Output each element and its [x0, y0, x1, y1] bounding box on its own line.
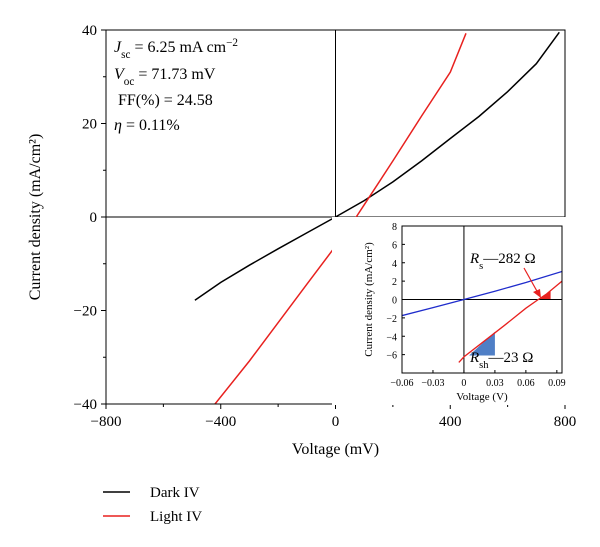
inset-y-tick-label: −2 — [386, 314, 397, 325]
inset-chart: −0.06 −0.03 0 0.03 0.06 0.09 −6 −4 −2 0 2 4 6 8 Voltag… — [332, 217, 568, 405]
legend-label: Dark IV — [150, 485, 200, 501]
x-tick-label: −400 — [205, 414, 236, 430]
inset-y-tick-label: −6 — [386, 351, 397, 362]
y-axis-label: Current density (mA/cm²) — [27, 134, 44, 301]
parameter-annotation: η = 0.11% — [114, 117, 180, 134]
inset-y-tick-label: 6 — [392, 240, 397, 251]
shunt-resistance-label: Rsh—23 Ω — [469, 350, 533, 371]
y-tick-label: −40 — [74, 397, 97, 413]
parameter-annotation: Voc = 71.73 mV — [114, 66, 216, 88]
inset-x-tick-label: 0 — [461, 378, 466, 389]
parameter-annotation: Jsc = 6.25 mA cm−2 — [114, 37, 238, 61]
parameter-annotation: FF(%) = 24.58 — [118, 92, 213, 109]
y-tick-label: 40 — [82, 23, 97, 39]
series-line-dark-iv — [194, 31, 560, 301]
legend-label: Light IV — [150, 509, 202, 525]
inset-background — [332, 217, 568, 405]
inset-series-line-0 — [402, 270, 562, 317]
y-tick-label: −20 — [74, 304, 97, 320]
y-tick-label: 20 — [82, 117, 97, 133]
inset-y-tick-label: 2 — [392, 277, 397, 288]
inset-y-tick-label: −4 — [386, 332, 397, 343]
rs-arrow-head — [533, 289, 541, 298]
rs-arrow-line — [523, 267, 539, 294]
x-tick-label: 400 — [439, 414, 462, 430]
series-resistance-triangle — [538, 291, 551, 299]
main-annotations: Jsc = 6.25 mA cm−2 Voc = 71.73 mV FF(%) = … — [114, 37, 238, 134]
inset-x-tick-label: −0.03 — [421, 378, 444, 389]
x-axis-label: Voltage (mV) — [292, 441, 379, 458]
inset-x-tick-label: 0.09 — [548, 378, 566, 389]
series-resistance-label: Rs—282 Ω — [469, 251, 536, 272]
x-tick-label: 800 — [554, 414, 577, 430]
inset-y-tick-label: 0 — [392, 296, 397, 307]
inset-x-tick-label: 0.06 — [517, 378, 535, 389]
inset-y-tick-label: 4 — [392, 259, 397, 270]
inset-x-tick-label: 0.03 — [486, 378, 504, 389]
inset-y-tick-label: 8 — [392, 222, 397, 233]
inset-x-axis-label: Voltage (V) — [456, 391, 508, 403]
y-tick-label: 0 — [90, 210, 98, 226]
legend: Dark IV Light IV — [103, 485, 202, 525]
inset-x-tick-label: −0.06 — [390, 378, 413, 389]
x-tick-label: 0 — [332, 414, 340, 430]
inset-y-axis-label: Current density (mA/cm²) — [363, 242, 375, 357]
x-tick-label: −800 — [91, 414, 122, 430]
